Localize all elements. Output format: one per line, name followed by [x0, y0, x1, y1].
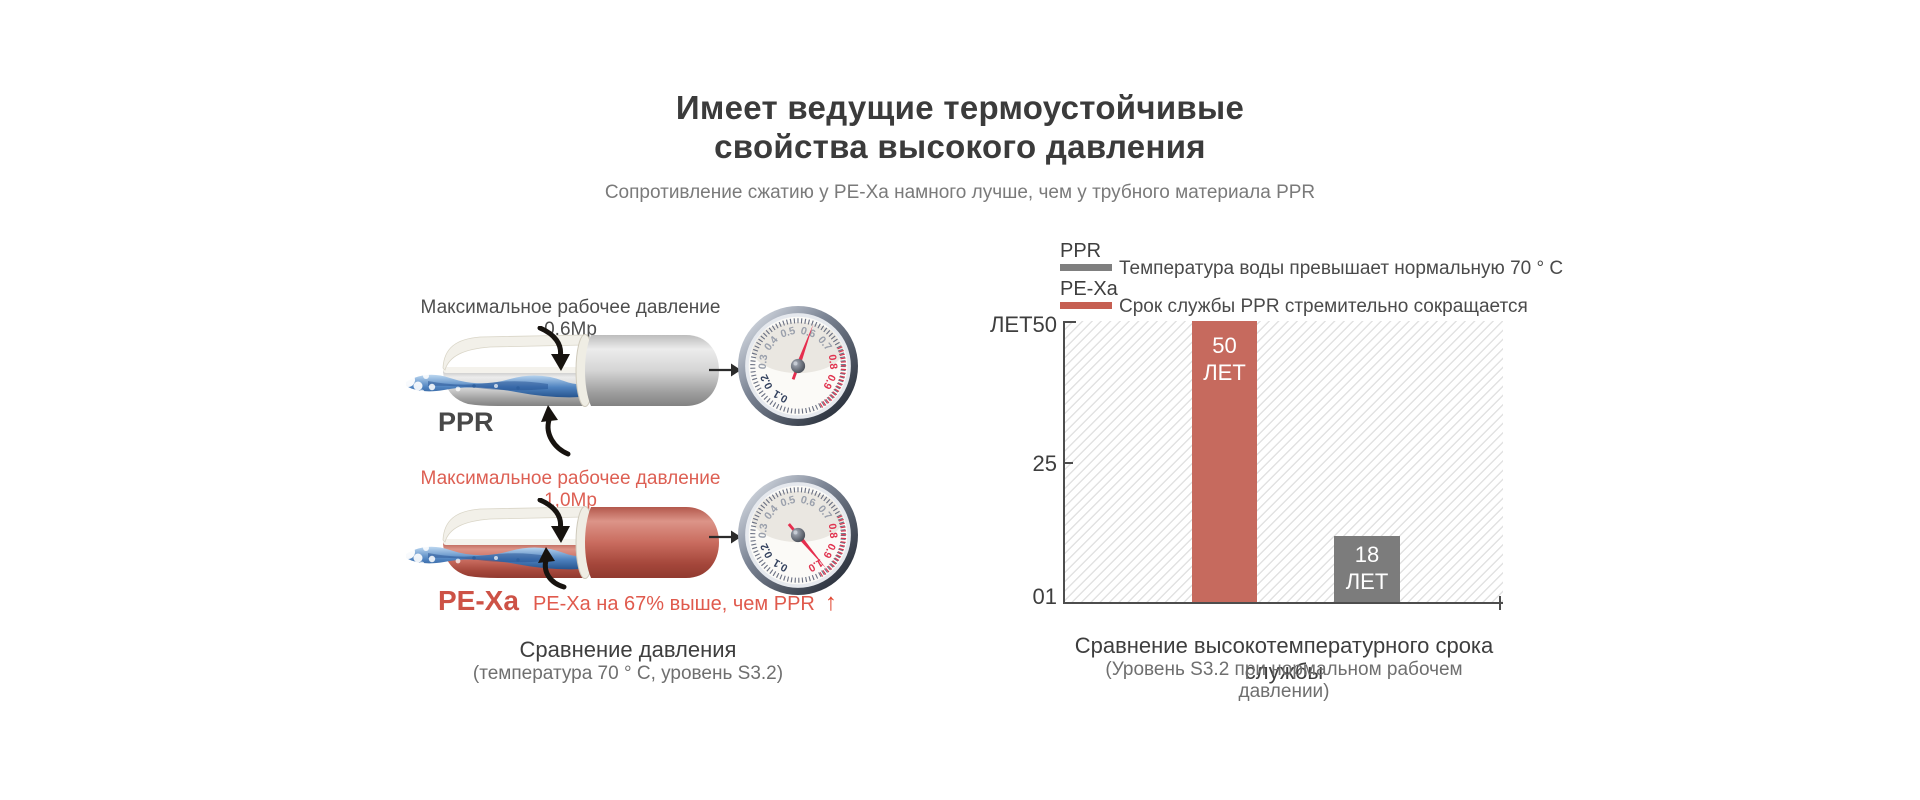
legend-ppr-label: PPR	[1060, 240, 1102, 262]
flow-arrow-bottom-icon	[541, 405, 571, 457]
gauge-dial-label: 0.3	[757, 354, 771, 370]
chart-plot-area: 50 ЛЕТ 18 ЛЕТ	[1063, 321, 1503, 604]
pexa-label-row: PE-Xa PE-Xa на 67% выше, чем PPR ↑	[438, 585, 837, 617]
flow-arrow-top-icon	[537, 326, 570, 371]
gauge-dial-label: 0.8	[826, 354, 840, 370]
pexa-note: PE-Xa на 67% выше, чем PPR	[532, 593, 815, 615]
legend-pexa-swatch	[1060, 302, 1112, 309]
gauge-hub	[790, 527, 806, 543]
y-axis-tick-0: 01	[1032, 584, 1057, 609]
gauge-dial-label: 0.9	[820, 541, 837, 560]
water-flow	[401, 369, 594, 398]
pexa-pipe-illustration	[401, 498, 719, 590]
page-title-line1: Имеет ведущие термоустойчивые	[675, 89, 1245, 126]
arrow-right-icon	[709, 363, 741, 377]
chart-caption-sub: (Уровень S3.2 при нормальном рабочем дав…	[1105, 659, 1463, 702]
pipe-inner-lip	[443, 367, 584, 373]
pipe-body	[585, 335, 719, 406]
pipe-body	[585, 507, 719, 578]
gauge-dial-label: 0.2	[758, 541, 775, 560]
pexa-label: PE-Xa	[438, 585, 519, 616]
gauge-dial-label: 0.5	[779, 325, 797, 341]
axis-tick-top	[1065, 321, 1076, 323]
gauge-dial-label: 0.6	[799, 325, 817, 341]
bar-unit: ЛЕТ	[1203, 360, 1246, 385]
gauge-dial-label: 0.6	[799, 494, 817, 510]
page-title-line2: свойства высокого давления	[714, 128, 1206, 165]
legend-ppr-text: Температура воды превышает нормальную 70…	[1119, 258, 1564, 279]
legend-ppr-swatch	[1060, 264, 1112, 271]
up-arrow-icon: ↑	[824, 589, 837, 616]
ppr-label: PPR	[438, 407, 494, 437]
gauge-dial-label: 0.8	[826, 523, 840, 539]
page-title: Имеет ведущие термоустойчивые свойства в…	[0, 88, 1920, 166]
bar-unit: ЛЕТ	[1345, 569, 1389, 594]
ppr-pipe-illustration	[401, 326, 719, 457]
flow-arrow-top-icon	[537, 498, 570, 543]
pressure-caption-sub: (температура 70 ° C, уровень S3.2)	[472, 663, 784, 684]
pexa-pressure-label: Максимальное рабочее давление 1,0Мр	[420, 468, 721, 511]
axis-tick-right	[1499, 596, 1501, 610]
axis-tick-mid	[1065, 462, 1073, 464]
bar-ppr: 18 ЛЕТ	[1334, 536, 1400, 602]
bar-value: 18	[1354, 542, 1380, 567]
y-axis-tick-25: 25	[1032, 451, 1057, 476]
ppr-pressure-gauge: 0.1 0.2 0.3 0.4 0.5 0.6 0.7 0.8 0.9	[738, 306, 858, 426]
y-axis-tick-value: 50	[1032, 312, 1057, 337]
bar-pexa: 50 ЛЕТ	[1192, 321, 1257, 602]
bar-value: 50	[1212, 333, 1237, 358]
pressure-caption: Сравнение давления	[519, 637, 737, 662]
legend-pexa-label: PE-Xa	[1060, 278, 1118, 300]
legend-pexa-text: Срок службы PPR стремительно сокращается	[1119, 296, 1528, 317]
chart-caption: Сравнение высокотемпературного срока слу…	[1074, 633, 1494, 684]
gauge-dial-label: 0.3	[757, 523, 771, 539]
page-subtitle: Сопротивление сжатию у PE-Xa намного луч…	[604, 182, 1316, 203]
pexa-pressure-gauge: 0.1 0.2 0.3 0.4 0.5 0.6 0.7 0.8 0.9 1.0	[738, 475, 858, 595]
y-axis-tick-50: ЛЕТ50	[960, 312, 1057, 338]
pipe-inner-lip	[443, 539, 584, 545]
flow-arrow-bottom-icon	[538, 547, 567, 590]
arrow-right-icon	[709, 530, 741, 544]
gauge-hub	[790, 358, 806, 374]
gauge-dial-label: 0.2	[758, 372, 775, 391]
gauge-dial-label: 0.9	[820, 372, 837, 391]
gauge-dial-label: 0.5	[779, 494, 797, 510]
y-axis-unit: ЛЕТ	[989, 312, 1033, 337]
